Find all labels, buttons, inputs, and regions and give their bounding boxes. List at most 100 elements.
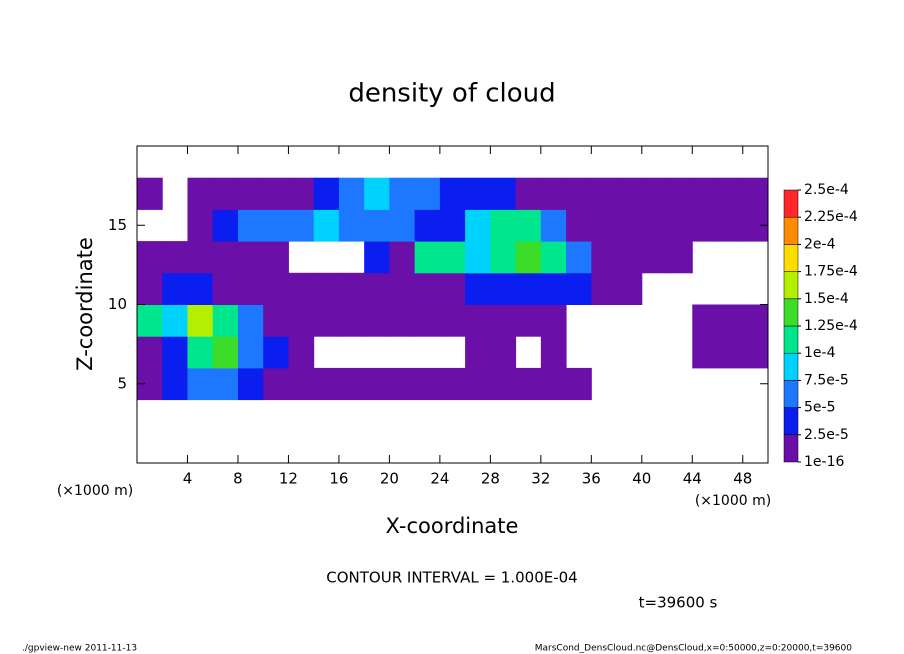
- heat-cell: [313, 367, 340, 401]
- heat-cell: [187, 304, 214, 337]
- heat-cell: [187, 272, 214, 305]
- colorbar-band: [783, 434, 799, 463]
- heat-cell: [364, 209, 390, 242]
- x-axis-label: X-coordinate: [386, 514, 519, 538]
- heat-cell: [641, 209, 668, 242]
- y-tick-label: 10: [108, 295, 127, 313]
- heat-cell: [515, 272, 542, 305]
- heat-cell: [313, 304, 340, 337]
- heat-cell: [288, 209, 315, 242]
- heat-cell: [667, 241, 693, 274]
- plot-area: [137, 177, 769, 401]
- x-tick-label: 24: [430, 470, 449, 488]
- heat-cell: [212, 272, 239, 305]
- heat-cell: [212, 304, 239, 337]
- heat-cell: [540, 367, 567, 401]
- heat-cell: [389, 177, 416, 210]
- heat-cell: [566, 272, 592, 305]
- heat-cell: [237, 367, 264, 401]
- heat-cell: [641, 241, 668, 274]
- heat-cell: [692, 209, 719, 242]
- heat-cell: [490, 209, 517, 242]
- heat-cell: [439, 272, 466, 305]
- heat-cell: [263, 272, 289, 305]
- heat-cell: [566, 209, 592, 242]
- heat-cell: [566, 241, 592, 274]
- footer-left: ./gpview-new 2011-11-13: [22, 644, 137, 654]
- heat-cell: [692, 336, 719, 369]
- x-tick-label: 20: [380, 470, 399, 488]
- heat-cell: [414, 209, 441, 242]
- heat-cell: [490, 241, 517, 274]
- x-tick-label: 28: [481, 470, 500, 488]
- heat-cell: [465, 177, 491, 210]
- heat-cell: [717, 304, 744, 337]
- heat-cell: [187, 367, 214, 401]
- heat-cell: [237, 209, 264, 242]
- heat-cell: [288, 272, 315, 305]
- heat-cell: [364, 241, 390, 274]
- heat-cell: [237, 177, 264, 210]
- heat-cell: [389, 272, 416, 305]
- heat-cell: [490, 177, 517, 210]
- x-tick-label: 8: [233, 470, 243, 488]
- annotation: CONTOUR INTERVAL = 1.000E-04: [326, 569, 577, 587]
- heat-cell: [162, 336, 188, 369]
- heat-cell: [717, 336, 744, 369]
- colorbar-label: 7.5e-5: [804, 372, 849, 388]
- heat-cell: [212, 241, 239, 274]
- y-tick-label: 15: [108, 216, 127, 234]
- colorbar-label: 2.25e-4: [804, 209, 858, 225]
- heat-cell: [414, 367, 441, 401]
- heat-cell: [540, 241, 567, 274]
- heat-cell: [540, 272, 567, 305]
- colorbar-band: [783, 407, 799, 436]
- heat-cell: [414, 177, 441, 210]
- y-axis-label: Z-coordinate: [73, 237, 97, 371]
- colorbar-label: 1.5e-4: [804, 291, 849, 307]
- heat-cell: [288, 367, 315, 401]
- heat-cell: [465, 209, 491, 242]
- heat-cell: [364, 272, 390, 305]
- heat-cell: [389, 304, 416, 337]
- heat-cell: [414, 241, 441, 274]
- heat-cell: [591, 177, 618, 210]
- colorbar-label: 5e-5: [804, 400, 835, 416]
- heat-cell: [338, 272, 365, 305]
- heat-cell: [515, 367, 542, 401]
- heat-cell: [237, 336, 264, 369]
- heat-cell: [490, 367, 517, 401]
- colorbar-band: [783, 380, 799, 408]
- heat-cell: [641, 177, 668, 210]
- heat-cell: [465, 241, 491, 274]
- heat-cell: [389, 367, 416, 401]
- heat-cell: [338, 209, 365, 242]
- heat-cell: [717, 209, 744, 242]
- heat-cell: [263, 304, 289, 337]
- heat-cell: [490, 272, 517, 305]
- x-tick-label: 48: [733, 470, 752, 488]
- heat-cell: [237, 272, 264, 305]
- heat-cell: [313, 177, 340, 210]
- heat-cell: [465, 336, 491, 369]
- heat-cell: [439, 304, 466, 337]
- heat-cell: [187, 209, 214, 242]
- x-tick-label: 36: [582, 470, 601, 488]
- heat-cell: [591, 209, 618, 242]
- heat-cell: [667, 209, 693, 242]
- heat-cell: [616, 177, 643, 210]
- heat-cell: [616, 241, 643, 274]
- heat-cell: [566, 177, 592, 210]
- heat-cell: [288, 304, 315, 337]
- heat-cell: [515, 241, 542, 274]
- heat-cell: [364, 304, 390, 337]
- colorbar-label: 2e-4: [804, 236, 836, 252]
- heat-cell: [692, 304, 719, 337]
- colorbar-band: [783, 244, 799, 272]
- x-tick-label: 12: [279, 470, 298, 488]
- heat-cell: [667, 177, 693, 210]
- heat-cell: [591, 241, 618, 274]
- colorbar-label: 2.5e-4: [804, 182, 849, 198]
- colorbar-label: 1.75e-4: [804, 264, 858, 280]
- colorbar-band: [783, 298, 799, 327]
